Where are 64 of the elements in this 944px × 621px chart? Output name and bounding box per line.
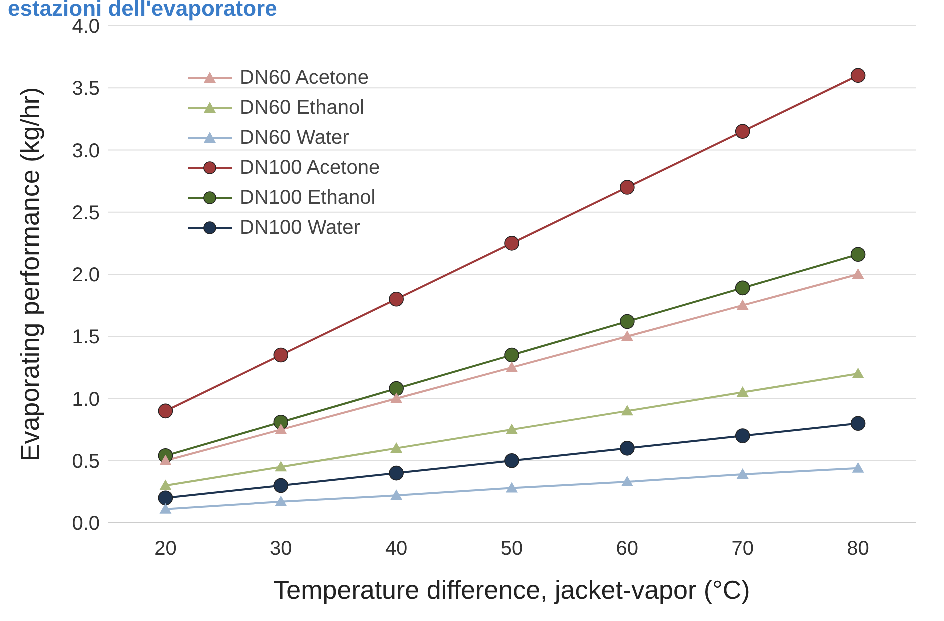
y-tick-label: 4.0: [72, 16, 100, 38]
point: [621, 405, 634, 416]
point: [852, 268, 864, 279]
point: [621, 330, 634, 342]
y-tick-label: 3.5: [72, 78, 100, 100]
point: [506, 482, 518, 493]
x-tick-label: 20: [154, 538, 177, 560]
y-tick-label: 1.0: [72, 388, 100, 411]
point: [274, 478, 289, 494]
point: [158, 404, 174, 419]
point: [504, 453, 520, 468]
x-tick-label: 80: [847, 538, 870, 560]
point: [506, 424, 518, 434]
y-tick-label: 1.5: [72, 326, 100, 349]
point: [389, 466, 404, 481]
y-tick-label: 2.5: [72, 202, 100, 224]
legend-label: DN100 Acetone: [240, 156, 380, 180]
point: [160, 454, 172, 466]
point: [160, 503, 172, 514]
point: [160, 480, 172, 490]
point: [735, 280, 750, 296]
point: [620, 314, 635, 330]
point: [504, 236, 520, 251]
y-tick-label: 0.0: [72, 513, 100, 536]
x-axis-title: Temperature difference, jacket-vapor (°C): [274, 575, 750, 605]
y-tick-label: 2.0: [72, 264, 100, 287]
point: [390, 490, 403, 500]
legend-label: DN60 Ethanol: [240, 96, 365, 120]
x-tick-label: 70: [732, 538, 754, 560]
point: [621, 476, 634, 486]
point: [850, 247, 866, 262]
x-tick-label: 40: [385, 538, 408, 560]
point: [850, 68, 866, 84]
y-tick-label: 3.0: [72, 140, 100, 162]
point: [275, 496, 288, 506]
legend-label: DN100 Water: [240, 216, 360, 240]
point: [736, 468, 749, 480]
point: [390, 392, 403, 404]
y-tick-label: 0.5: [72, 450, 100, 473]
legend-label: DN60 Water: [240, 126, 350, 150]
point: [506, 362, 518, 372]
point: [735, 428, 750, 444]
point: [620, 441, 635, 456]
point: [850, 416, 866, 431]
legend-label: DN100 Ethanol: [240, 186, 376, 210]
point: [735, 124, 750, 140]
legend-label: DN60 Acetone: [240, 66, 369, 90]
point: [158, 490, 174, 506]
x-tick-label: 50: [500, 538, 524, 560]
x-tick-label: 60: [616, 538, 639, 560]
point: [389, 381, 404, 396]
point: [620, 180, 635, 195]
y-axis-title: Evaporating performance (kg/hr): [15, 87, 46, 462]
point: [852, 368, 864, 378]
point: [504, 348, 520, 363]
point: [852, 462, 864, 473]
point: [274, 348, 289, 363]
point: [275, 424, 288, 434]
point: [389, 292, 404, 307]
point: [736, 300, 749, 310]
point: [275, 461, 288, 472]
x-tick-label: 30: [270, 538, 292, 560]
point: [736, 386, 749, 398]
point: [390, 442, 403, 453]
